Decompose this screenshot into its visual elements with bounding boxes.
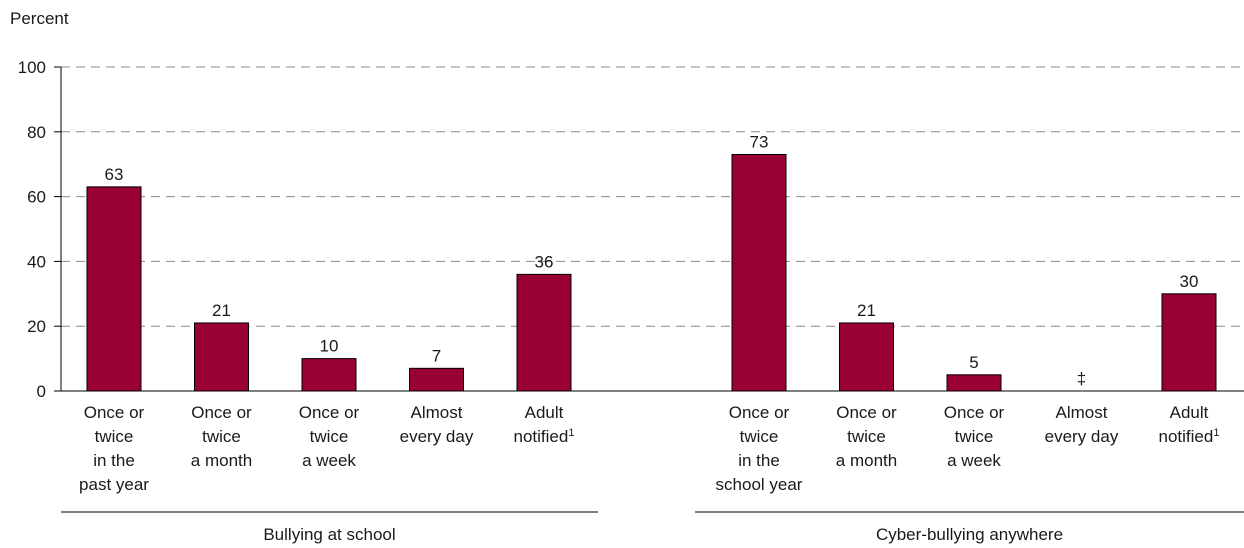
value-label-g2-c3: 5 <box>969 353 978 372</box>
category-label-g2-c4: Almost every day <box>1045 403 1119 446</box>
category-label-g1-c5: Adult notified1 <box>514 403 575 446</box>
value-label-g2-c2: 21 <box>857 301 876 320</box>
y-tick-label-0: 0 <box>37 382 46 401</box>
value-label-g2-c1: 73 <box>750 132 769 151</box>
bar-g1-c1 <box>86 186 142 392</box>
group-label-1: Bullying at school <box>263 525 395 544</box>
category-label-g2-c1: Once or twice in the school year <box>716 403 803 494</box>
group-labels: Bullying at school Cyber-bullying anywher… <box>61 511 1244 544</box>
y-tick-label-40: 40 <box>27 252 46 271</box>
category-label-g1-c2: Once or twice a month <box>191 403 252 470</box>
value-label-g1-c2: 21 <box>212 301 231 320</box>
value-labels: 63 21 10 7 36 73 21 5 ‡ 30 <box>105 132 1199 388</box>
category-label-g2-c2: Once or twice a month <box>836 403 897 470</box>
y-tick-label-60: 60 <box>27 188 46 207</box>
value-label-g1-c4: 7 <box>432 346 441 365</box>
category-label-g2-c5: Adult notified1 <box>1159 403 1220 446</box>
y-axis-ticks: 0 20 40 60 80 100 <box>18 58 1244 401</box>
bar-g1-c5 <box>516 273 572 392</box>
value-label-g2-c5: 30 <box>1180 272 1199 291</box>
value-label-g1-c5: 36 <box>535 252 554 271</box>
gridlines <box>61 66 1244 327</box>
value-label-g2-c4: ‡ <box>1077 369 1086 388</box>
category-label-g1-c1: Once or twice in the past year <box>79 403 149 494</box>
value-label-g1-c1: 63 <box>105 165 124 184</box>
value-label-g1-c3: 10 <box>320 337 339 356</box>
bars <box>86 153 1217 392</box>
y-tick-label-20: 20 <box>27 317 46 336</box>
group-label-2: Cyber-bullying anywhere <box>876 525 1063 544</box>
category-label-g2-c3: Once or twice a week <box>944 403 1005 470</box>
category-label-g1-c3: Once or twice a week <box>299 403 360 470</box>
bar-g1-c4 <box>409 367 464 392</box>
bar-g2-c1 <box>731 153 787 392</box>
bar-g1-c3 <box>301 358 357 392</box>
bar-g1-c2 <box>194 322 249 392</box>
category-labels: Once or twice in the past year Once or twice a… <box>79 403 1219 494</box>
bar-g2-c5 <box>1161 293 1217 392</box>
category-label-g1-c4: Almost every day <box>400 403 474 446</box>
bar-g2-c3 <box>946 374 1002 392</box>
y-tick-label-100: 100 <box>18 58 46 77</box>
bar-g2-c2 <box>839 322 894 392</box>
y-tick-label-80: 80 <box>27 123 46 142</box>
y-axis-title: Percent <box>10 9 69 28</box>
